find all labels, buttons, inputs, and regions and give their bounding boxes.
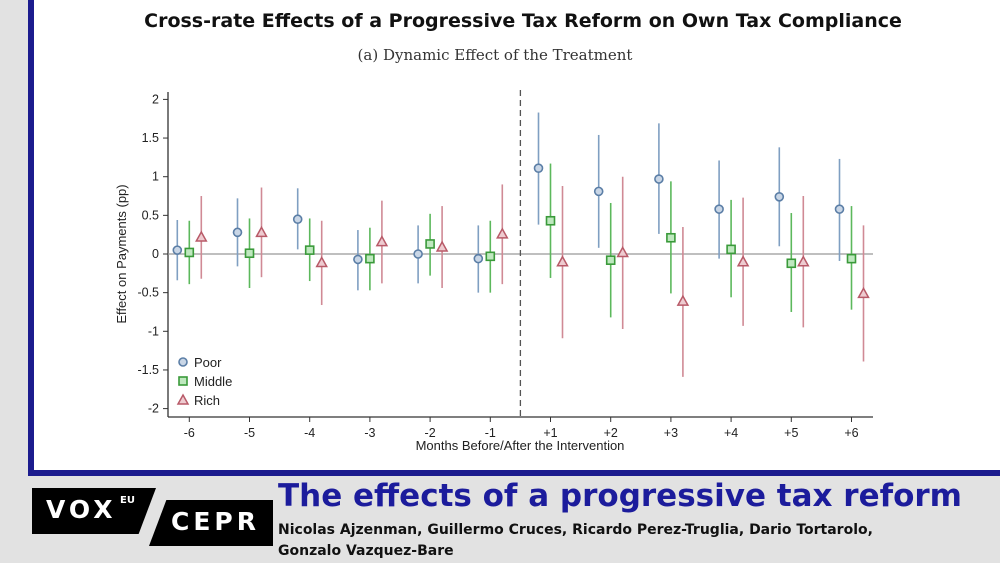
x-tick-label: -1: [485, 426, 496, 440]
y-tick-label: -1.5: [137, 363, 159, 377]
point-poor: [172, 245, 183, 255]
point-poor: [413, 249, 423, 259]
point-middle: [485, 251, 496, 262]
chart-subtitle: (a) Dynamic Effect of the Treatment: [357, 46, 633, 64]
point-rich: [736, 255, 750, 267]
point-middle: [666, 232, 676, 243]
voxeu-logo: VOX EU: [32, 488, 156, 534]
legend-label-poor: Poor: [194, 355, 222, 370]
legend-marker-middle: [178, 376, 188, 386]
y-tick-label: -1: [148, 324, 159, 338]
point-middle: [846, 253, 857, 264]
point-rich: [496, 227, 509, 239]
point-poor: [714, 204, 724, 214]
chart: 2 1.5 1 0.5 0 -0.5 -1 -1.5 -2 -6 -5 -4 -3 -2 -1 +1 +2 +3 +…: [114, 90, 873, 453]
legend-label-middle: Middle: [194, 374, 232, 389]
point-middle: [726, 244, 736, 255]
point-rich: [857, 286, 870, 299]
y-tick-label: 1: [152, 170, 159, 184]
y-tick-label: 0.5: [142, 208, 159, 222]
cepr-logo: CEPR: [149, 500, 273, 546]
chart-title: Cross-rate Effects of a Progressive Tax …: [144, 10, 902, 32]
point-poor: [593, 186, 604, 197]
y-axis-label: Effect on Payments (pp): [114, 184, 129, 323]
point-poor: [834, 204, 845, 214]
x-tick-label: -5: [244, 426, 255, 440]
point-rich: [556, 255, 569, 267]
point-middle: [786, 258, 797, 269]
legend-marker-poor: [178, 357, 188, 367]
legend-label-rich: Rich: [194, 393, 220, 408]
footer-title: The effects of a progressive tax reform: [278, 478, 962, 514]
point-rich: [375, 235, 389, 247]
point-rich: [435, 240, 449, 252]
x-tick-label: -6: [184, 426, 195, 440]
x-tick-label: +2: [604, 426, 618, 440]
point-rich: [676, 294, 690, 306]
point-poor: [292, 214, 303, 225]
legend-marker-rich: [176, 393, 190, 405]
y-tick-label: 1.5: [142, 131, 159, 145]
footer-authors: Nicolas Ajzenman, Guillermo Cruces, Rica…: [278, 522, 873, 559]
point-poor: [473, 253, 484, 264]
y-tick-label: 0: [152, 247, 159, 261]
y-tick-label: -0.5: [137, 286, 159, 300]
point-rich: [616, 245, 629, 258]
x-tick-label: +5: [784, 426, 798, 440]
x-tick-label: +4: [724, 426, 738, 440]
point-poor: [353, 254, 363, 265]
x-axis-label: Months Before/After the Intervention: [416, 438, 625, 453]
point-rich: [255, 225, 268, 238]
y-tick-label: -2: [148, 402, 159, 416]
point-poor: [774, 191, 785, 202]
point-rich: [195, 230, 208, 242]
x-tick-label: -4: [304, 426, 315, 440]
point-rich: [797, 255, 810, 267]
x-tick-label: +3: [664, 426, 678, 440]
point-rich: [315, 255, 328, 268]
x-tick-label: -2: [425, 426, 436, 440]
point-middle: [304, 245, 315, 255]
point-poor: [533, 163, 544, 173]
x-tick-label: +1: [543, 426, 557, 440]
x-tick-label: +6: [844, 426, 858, 440]
point-middle: [184, 247, 195, 258]
point-middle: [545, 215, 556, 226]
y-tick-label: 2: [152, 92, 159, 106]
point-middle: [244, 248, 255, 259]
point-middle: [365, 253, 375, 264]
point-middle: [605, 255, 616, 265]
point-poor: [654, 174, 664, 184]
x-tick-label: -3: [364, 426, 375, 440]
point-middle: [425, 239, 435, 249]
point-poor: [232, 227, 243, 238]
